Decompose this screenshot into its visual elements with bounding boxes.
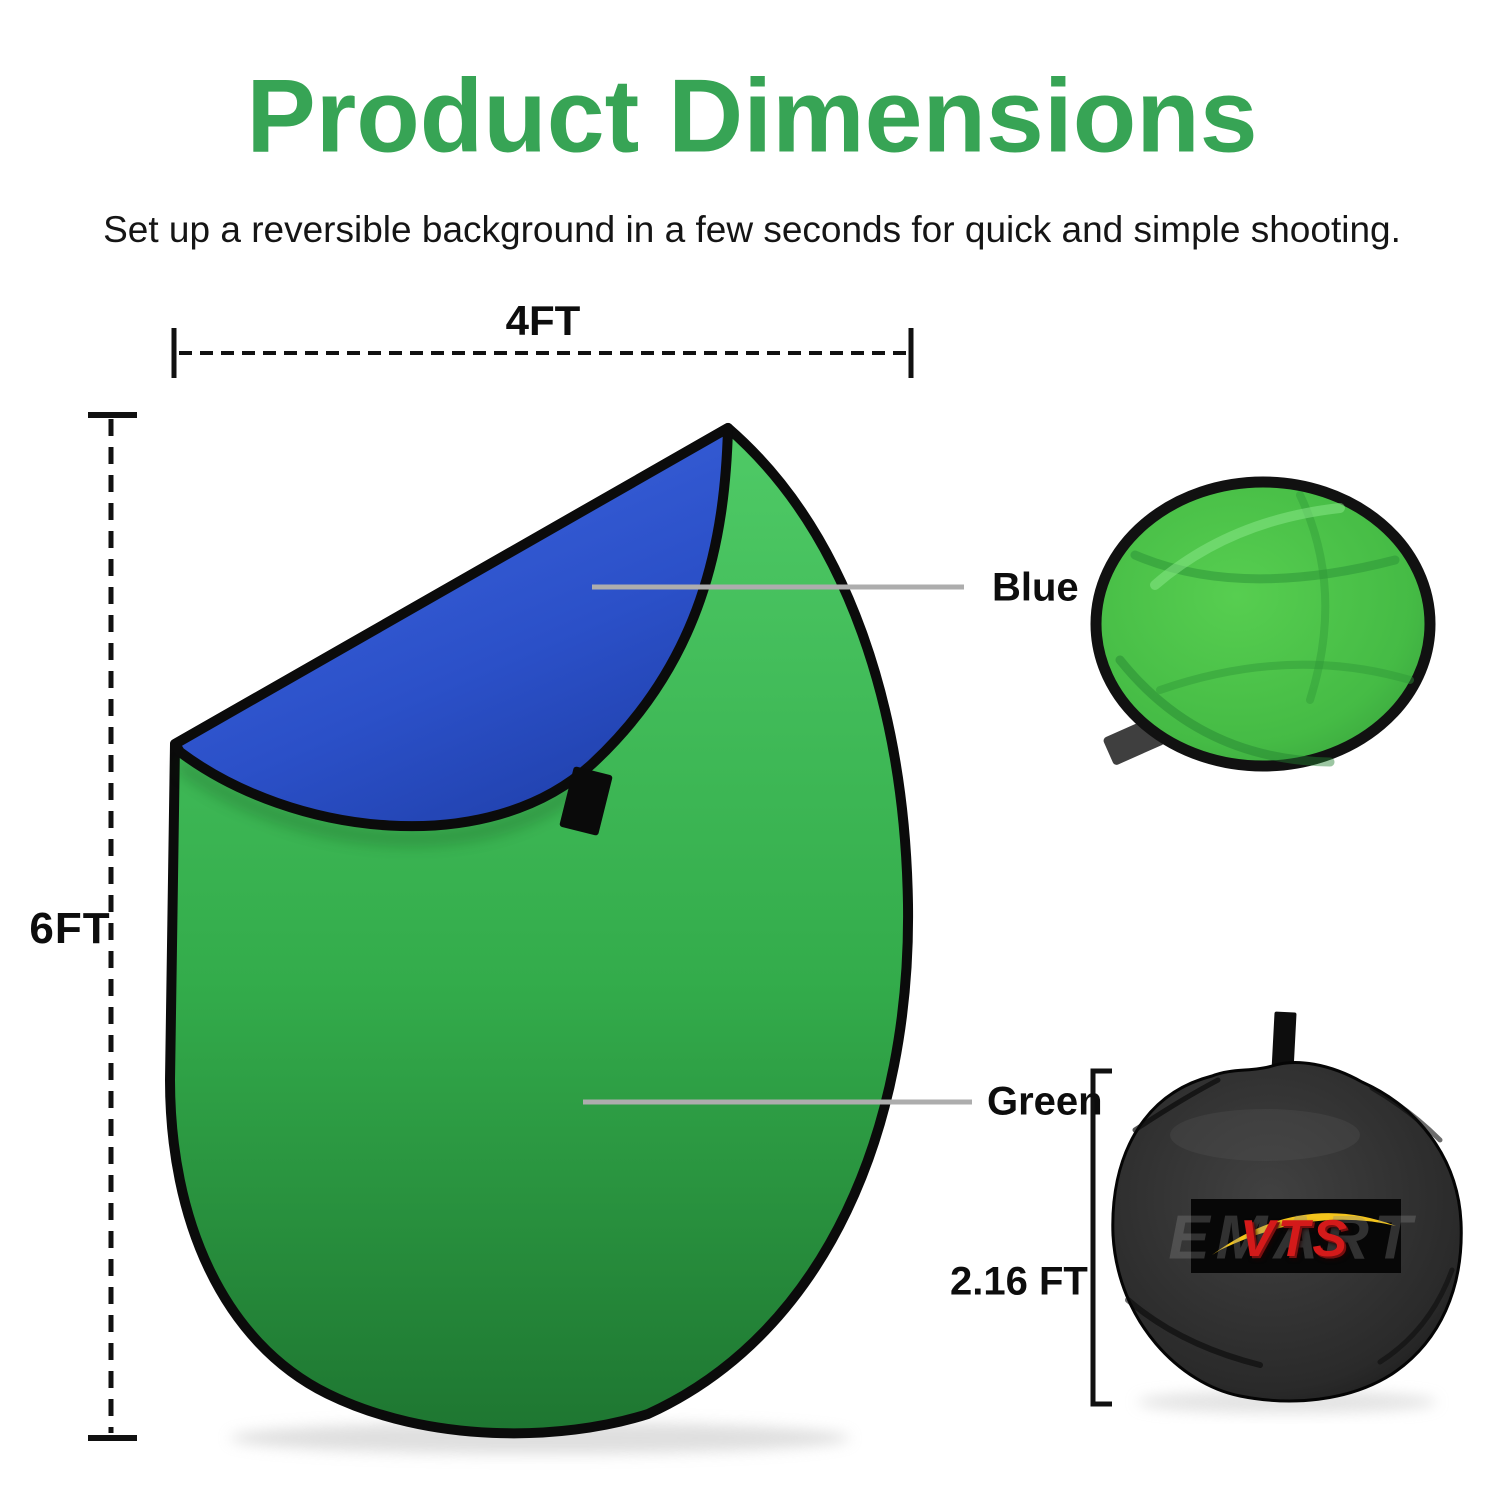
case-handle-strap: [1271, 1011, 1297, 1075]
case-dimension-bracket: [1090, 1068, 1112, 1407]
brand-logo-swoosh: [1212, 1213, 1396, 1255]
disc-wrinkles: [1115, 491, 1414, 767]
backdrop-shadow: [230, 1422, 850, 1454]
reversible-backdrop: [165, 423, 914, 1439]
height-dimension-label: 6FT: [29, 904, 111, 953]
blue-side-label: Blue: [992, 565, 1079, 610]
width-dimension-line: [171, 328, 914, 378]
height-dimension-line: [88, 412, 137, 1441]
folded-disc: [1090, 476, 1436, 772]
carry-case: [1111, 1011, 1463, 1403]
page-title: Product Dimensions: [246, 58, 1258, 175]
flap-shadow: [175, 757, 598, 847]
folded-diameter-label: 2.16 FT: [950, 1259, 1088, 1304]
width-dimension-label: 4FT: [505, 297, 581, 344]
disc-fabric: [1090, 476, 1436, 772]
brand-logo-text: VTS: [1239, 1210, 1351, 1268]
brand-logo-plate: [1191, 1199, 1401, 1273]
case-wrinkles: [1125, 1077, 1455, 1368]
green-side-label: Green: [987, 1079, 1103, 1124]
page-subtitle: Set up a reversible background in a few …: [103, 209, 1401, 250]
backdrop-hanging-tab: [559, 766, 613, 836]
